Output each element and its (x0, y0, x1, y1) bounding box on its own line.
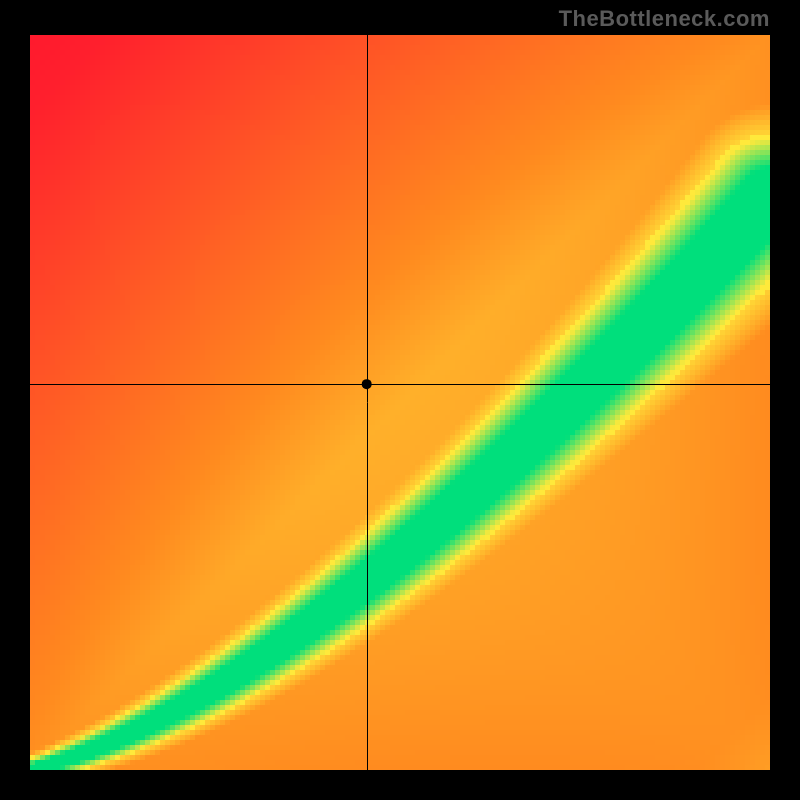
heatmap-plot (30, 35, 770, 770)
crosshair-overlay (30, 35, 770, 770)
chart-frame: TheBottleneck.com (0, 0, 800, 800)
watermark-label: TheBottleneck.com (559, 6, 770, 32)
